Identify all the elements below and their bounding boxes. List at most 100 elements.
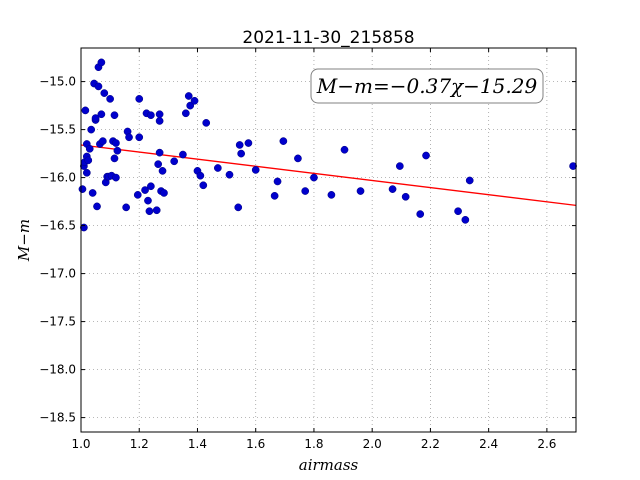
data-point [395,162,404,170]
x-tick-label: 1.4 [188,437,207,451]
x-tick-label: 1.0 [71,437,90,451]
data-point [110,111,119,120]
data-point [416,210,425,218]
data-point [135,133,144,142]
data-point [184,92,193,100]
data-point [97,58,106,67]
axis-ticks: 1.0 1.2 1.4 1.6 1.8 2.0 2.2 2.4 2.6 −15.0 −15.5 −16… [39,48,576,451]
data-point [422,151,430,160]
data-point [279,137,288,145]
data-point [106,95,114,103]
data-point [225,170,234,179]
y-tick-label: −18.5 [39,411,76,425]
y-tick-label: −16.0 [39,171,76,185]
data-point [234,203,243,212]
plot-frame [80,47,577,433]
data-point [97,110,106,119]
data-point [340,145,349,154]
data-point [356,187,365,195]
data-point [310,173,318,182]
equation-annotation: M−m=−0.37χ−15.29 [310,68,544,104]
data-point [569,162,577,170]
equation-box [310,68,544,104]
grid-lines [81,48,576,432]
data-point [465,176,474,185]
data-point [186,101,195,110]
data-point [196,171,205,180]
data-point [122,203,130,212]
data-point [135,95,144,103]
data-point [251,166,260,174]
data-point [144,196,152,205]
data-point [270,191,279,200]
data-point [181,109,190,118]
data-point [94,82,103,91]
data-point [87,125,96,134]
data-point [125,133,133,142]
fit-line-group [80,144,577,206]
data-point [81,106,90,115]
data-point [93,202,101,211]
x-tick-label: 2.2 [421,437,440,451]
data-point [190,96,199,105]
equation-text: M−m=−0.37χ−15.29 [316,74,538,98]
y-tick-label: −17.0 [39,267,76,281]
data-point [179,150,187,159]
data-point [98,137,107,145]
data-point [85,144,94,153]
data-point [327,191,336,199]
y-tick-label: −15.0 [39,75,76,89]
data-point [147,182,155,191]
data-point [244,139,253,147]
x-tick-label: 2.6 [537,437,556,451]
data-point [199,181,208,190]
x-tick-label: 1.6 [246,437,265,451]
data-point [214,164,222,172]
data-point [170,157,179,166]
data-point [147,111,155,120]
data-point [112,139,120,147]
data-point [145,207,154,216]
data-point [235,141,244,149]
fit-line [80,144,577,206]
y-tick-label: −17.5 [39,315,76,329]
y-tick-label: −16.5 [39,219,76,233]
chart-title: 2021-11-30_215858 [242,28,414,48]
data-point [273,177,282,186]
data-point [301,187,310,195]
x-axis-label: airmass [299,456,359,474]
data-point [160,189,168,197]
y-tick-label: −18.0 [39,363,76,377]
x-tick-label: 2.4 [479,437,498,451]
data-point [154,160,163,169]
y-tick-label: −15.5 [39,123,76,137]
data-point [158,167,167,175]
data-point [112,173,120,182]
plot-background [81,48,576,432]
data-point [401,192,410,201]
data-point [454,207,462,216]
data-point [141,186,149,194]
data-point [202,119,211,127]
x-tick-label: 2.0 [363,437,382,451]
data-point [113,146,122,155]
y-axis-label: M−m [15,219,33,262]
data-point [152,206,161,215]
data-point [388,185,397,193]
data-point [78,185,87,193]
data-point [110,154,119,163]
data-point [82,168,91,177]
data-point [155,110,164,119]
data-point [461,215,470,224]
x-tick-label: 1.8 [304,437,323,451]
data-point [91,114,100,122]
data-point [133,191,142,199]
data-point [155,148,164,157]
data-points [78,58,577,232]
data-point [100,89,109,97]
data-point [84,156,93,165]
x-tick-label: 1.2 [130,437,149,451]
data-point [88,189,97,197]
data-point [155,117,164,125]
